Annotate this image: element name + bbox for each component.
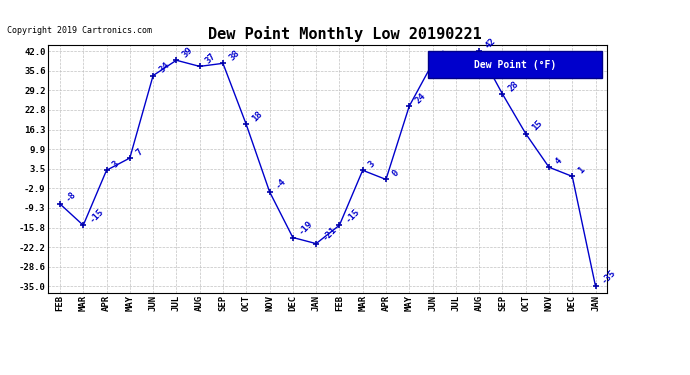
Text: 35: 35	[460, 58, 474, 72]
Text: -4: -4	[274, 177, 288, 191]
Text: -19: -19	[297, 219, 315, 237]
FancyBboxPatch shape	[428, 51, 602, 78]
Text: 37: 37	[204, 52, 218, 66]
Text: 39: 39	[181, 45, 195, 60]
Text: Copyright 2019 Cartronics.com: Copyright 2019 Cartronics.com	[7, 26, 152, 35]
Text: 38: 38	[437, 49, 451, 63]
Text: Dew Point Monthly Low 20190221: Dew Point Monthly Low 20190221	[208, 26, 482, 42]
Text: 18: 18	[250, 110, 264, 124]
Text: 28: 28	[506, 79, 520, 93]
Text: 4: 4	[553, 156, 563, 166]
Text: 3: 3	[367, 159, 377, 170]
Text: 0: 0	[390, 168, 400, 178]
Text: 42: 42	[483, 36, 497, 50]
Text: -8: -8	[64, 189, 78, 203]
Text: 34: 34	[157, 61, 171, 75]
Text: 3: 3	[110, 159, 121, 170]
Text: -21: -21	[320, 225, 338, 243]
Text: 38: 38	[227, 49, 241, 63]
Text: -35: -35	[600, 268, 618, 286]
Text: 24: 24	[413, 92, 427, 105]
Text: 1: 1	[576, 165, 586, 176]
Text: 7: 7	[134, 147, 144, 157]
Text: 15: 15	[530, 119, 544, 133]
Text: -15: -15	[344, 207, 362, 225]
Text: -15: -15	[88, 207, 105, 225]
Text: Dew Point (°F): Dew Point (°F)	[474, 60, 556, 70]
